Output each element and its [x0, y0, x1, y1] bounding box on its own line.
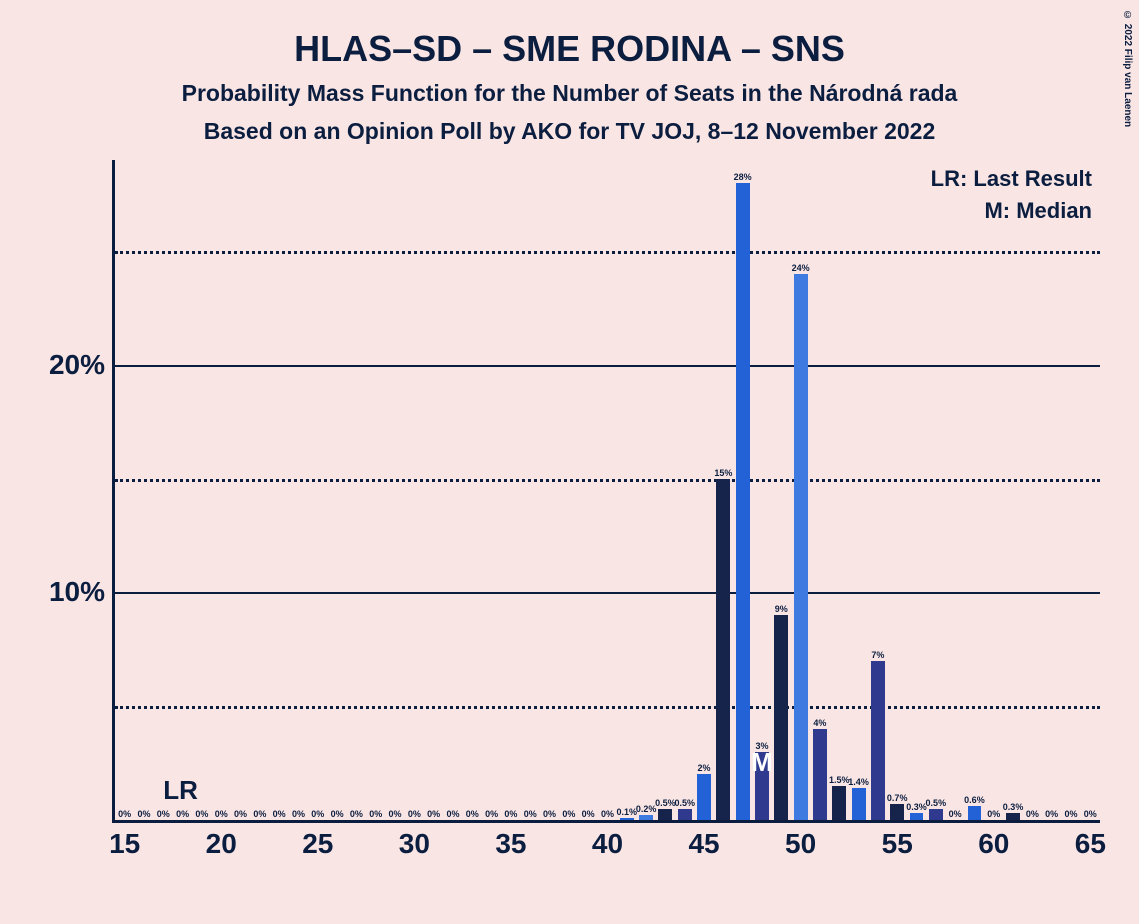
bar-value-label: 0% — [292, 809, 305, 820]
bar-value-label: 0% — [157, 809, 170, 820]
bar-value-label: 28% — [734, 172, 752, 183]
y-tick-label: 10% — [49, 576, 115, 608]
bar: 15% — [716, 479, 730, 820]
bar: 0.7% — [890, 804, 904, 820]
bar: 0.5% — [929, 809, 943, 820]
bar-value-label: 0% — [601, 809, 614, 820]
bar: 1.4% — [852, 788, 866, 820]
x-tick-label: 55 — [882, 820, 913, 860]
median-annotation: M — [751, 747, 773, 778]
chart-plot-area: 10%20%0%0%0%0%0%0%0%0%0%0%0%0%0%0%0%0%0%… — [115, 160, 1100, 820]
legend-median: M: Median — [984, 198, 1092, 224]
bar-value-label: 0% — [987, 809, 1000, 820]
bar-value-label: 0.5% — [674, 798, 695, 809]
legend-lr: LR: Last Result — [931, 166, 1092, 192]
bar-value-label: 0% — [118, 809, 131, 820]
bar-value-label: 7% — [871, 650, 884, 661]
bar-value-label: 0.2% — [636, 804, 657, 815]
bar-value-label: 0% — [562, 809, 575, 820]
bar-value-label: 0% — [524, 809, 537, 820]
x-tick-label: 35 — [495, 820, 526, 860]
bar-value-label: 0% — [582, 809, 595, 820]
bar-value-label: 0% — [253, 809, 266, 820]
chart-subtitle-2: Based on an Opinion Poll by AKO for TV J… — [0, 118, 1139, 145]
bar-value-label: 0% — [543, 809, 556, 820]
bar-value-label: 0.3% — [1003, 802, 1024, 813]
bar-value-label: 0% — [485, 809, 498, 820]
bar-value-label: 24% — [792, 263, 810, 274]
x-tick-label: 30 — [399, 820, 430, 860]
bar-value-label: 0.6% — [964, 795, 985, 806]
gridline-major — [115, 365, 1100, 367]
bar-value-label: 1.4% — [848, 777, 869, 788]
bar-value-label: 0% — [1026, 809, 1039, 820]
bar: 1.5% — [832, 786, 846, 820]
gridline-minor — [115, 479, 1100, 482]
bar-value-label: 0% — [273, 809, 286, 820]
bar: 0.3% — [1006, 813, 1020, 820]
x-tick-label: 45 — [688, 820, 719, 860]
bar: 0.6% — [968, 806, 982, 820]
bar: 28% — [736, 183, 750, 820]
bar-value-label: 0.5% — [655, 798, 676, 809]
bar-value-label: 1.5% — [829, 775, 850, 786]
bar: 9% — [774, 615, 788, 820]
bar-value-label: 0% — [466, 809, 479, 820]
bar-value-label: 0% — [1084, 809, 1097, 820]
bar-value-label: 0.7% — [887, 793, 908, 804]
bar-value-label: 0% — [311, 809, 324, 820]
x-tick-label: 25 — [302, 820, 333, 860]
x-tick-label: 65 — [1075, 820, 1106, 860]
bar-value-label: 0% — [137, 809, 150, 820]
bar-value-label: 0% — [446, 809, 459, 820]
bar-value-label: 0% — [195, 809, 208, 820]
bar-value-label: 15% — [714, 468, 732, 479]
bar-value-label: 0% — [369, 809, 382, 820]
y-axis — [112, 160, 115, 820]
chart-subtitle-1: Probability Mass Function for the Number… — [0, 80, 1139, 107]
bar: 7% — [871, 661, 885, 820]
bar-value-label: 0% — [949, 809, 962, 820]
bar-value-label: 0% — [350, 809, 363, 820]
bar: 24% — [794, 274, 808, 820]
y-tick-label: 20% — [49, 349, 115, 381]
bar-value-label: 0.3% — [906, 802, 927, 813]
bar-value-label: 0% — [1064, 809, 1077, 820]
bar-value-label: 0% — [234, 809, 247, 820]
gridline-minor — [115, 706, 1100, 709]
x-tick-label: 60 — [978, 820, 1009, 860]
bar: 0.3% — [910, 813, 924, 820]
bar-value-label: 0% — [176, 809, 189, 820]
bar-value-label: 0% — [215, 809, 228, 820]
x-tick-label: 50 — [785, 820, 816, 860]
bar: 0.5% — [658, 809, 672, 820]
bar: 4% — [813, 729, 827, 820]
chart-title: HLAS–SD – SME RODINA – SNS — [0, 28, 1139, 70]
gridline-minor — [115, 251, 1100, 254]
bar-value-label: 0% — [331, 809, 344, 820]
bar-value-label: 0% — [427, 809, 440, 820]
bar-value-label: 9% — [775, 604, 788, 615]
bar-value-label: 0.5% — [926, 798, 947, 809]
last-result-annotation: LR — [163, 775, 198, 806]
bar-value-label: 0% — [408, 809, 421, 820]
x-tick-label: 20 — [206, 820, 237, 860]
bar-value-label: 0% — [1045, 809, 1058, 820]
bar-value-label: 2% — [698, 763, 711, 774]
bar: 2% — [697, 774, 711, 820]
bar-value-label: 4% — [813, 718, 826, 729]
x-tick-label: 15 — [109, 820, 140, 860]
bar-value-label: 0% — [504, 809, 517, 820]
x-tick-label: 40 — [592, 820, 623, 860]
bar-value-label: 0% — [389, 809, 402, 820]
copyright-text: © 2022 Filip van Laenen — [1122, 10, 1133, 127]
bar-value-label: 0.1% — [617, 807, 638, 818]
gridline-major — [115, 592, 1100, 594]
bar: 0.5% — [678, 809, 692, 820]
